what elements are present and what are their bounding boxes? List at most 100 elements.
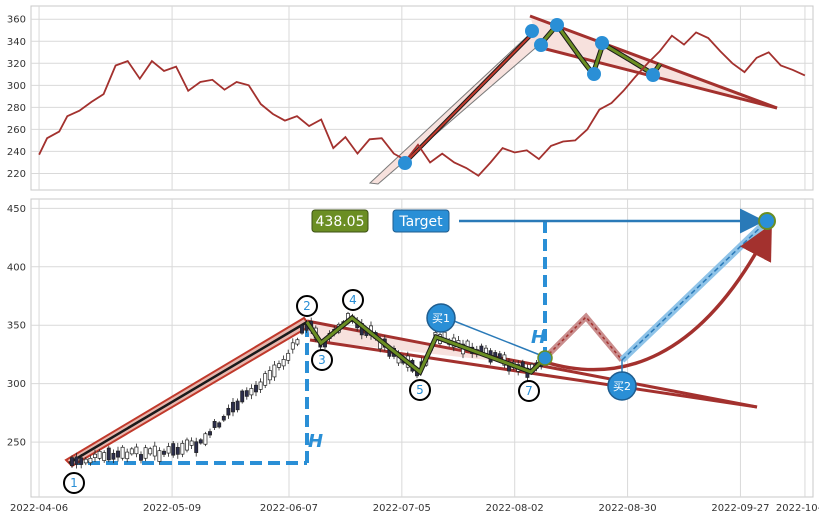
svg-text:1: 1 (70, 476, 78, 490)
top-panel-pivot-points (398, 18, 660, 170)
series-line-price (38, 31, 806, 177)
x-tick-label: 2022-06-07 (260, 503, 318, 514)
pivot-point (646, 68, 660, 82)
pivot-point (398, 156, 412, 170)
y-tick-label: 260 (7, 125, 26, 136)
target-projection-line (621, 221, 767, 361)
candle-body (74, 456, 79, 465)
candle-body (70, 457, 74, 467)
candle-body (143, 447, 148, 459)
pivot-marker-4: 4 (342, 289, 364, 311)
candle-body (286, 352, 291, 361)
pivot-point (525, 24, 539, 38)
candle-body (125, 451, 130, 460)
candle-body (272, 364, 277, 378)
pivot-marker-1: 1 (63, 472, 85, 494)
candle-body (281, 359, 286, 367)
pivot-point (587, 67, 601, 81)
y-tick-label: 280 (7, 103, 26, 114)
candle-body (129, 448, 134, 455)
candle-body (189, 440, 194, 446)
candle-body (254, 384, 258, 393)
price-label-box (311, 209, 369, 233)
y-tick-label: 220 (7, 169, 26, 180)
candle-body (93, 453, 97, 458)
candle-body (244, 390, 249, 397)
candle-body (134, 446, 139, 455)
zigzag-line (305, 316, 547, 375)
x-tick-label: 2022-10-13 (776, 503, 819, 514)
svg-text:2: 2 (303, 299, 311, 313)
y-tick-label: 240 (7, 147, 26, 158)
candle-body (203, 433, 208, 445)
candle-body (240, 390, 245, 403)
x-tick-label: 2022-05-09 (143, 503, 201, 514)
target-arc-arrow (544, 223, 772, 372)
svg-text:4: 4 (349, 293, 357, 307)
candle-body (171, 443, 176, 456)
bottom-panel-y-ticks: 250 300 350 400 450 (7, 204, 26, 449)
pivot-point (595, 36, 609, 50)
candle-body (97, 450, 102, 459)
x-tick-label: 2022-04-06 (10, 503, 68, 514)
x-tick-label: 2022-09-27 (711, 503, 769, 514)
y-tick-label: 450 (7, 204, 26, 215)
y-tick-label: 300 (7, 81, 26, 92)
candle-body (263, 373, 268, 386)
candle-body (198, 439, 203, 444)
bottom-panel-labels: 438.05 Target 买1 买2 H H 1 2 3 4 5 (63, 209, 637, 494)
y-tick-label: 300 (7, 379, 26, 390)
candle-body (226, 407, 231, 416)
y-tick-label: 320 (7, 59, 26, 70)
target-label: Target (398, 214, 443, 230)
candle-body (166, 446, 171, 454)
buy1-pointer (453, 320, 541, 356)
candle-body (185, 439, 189, 451)
candle-body (249, 388, 254, 396)
y-tick-label: 340 (7, 37, 26, 48)
pivot-point (550, 18, 564, 32)
candle-body (208, 431, 212, 436)
candle-body (111, 452, 116, 460)
triangle-lower-line (309, 338, 758, 409)
candle-body (162, 450, 166, 455)
x-tick-label: 2022-08-02 (486, 503, 544, 514)
x-tick-label: 2022-07-05 (373, 503, 431, 514)
bottom-panel-annotations (304, 208, 776, 376)
bottom-panel-x-ticks: 2022-04-06 2022-05-09 2022-06-07 2022-07-05… (10, 503, 819, 514)
pivot-marker-7: 7 (518, 380, 540, 402)
candle-body (79, 457, 84, 465)
candle-body (116, 450, 120, 458)
pivot-marker-3: 3 (311, 349, 333, 371)
top-panel-frame (30, 5, 814, 191)
candle-body (175, 447, 180, 455)
svg-text:5: 5 (416, 383, 424, 397)
rising-trend-line-overlay (404, 30, 536, 164)
projected-zigzag-dash (544, 315, 623, 361)
candle-body (479, 345, 484, 352)
y-tick-label: 400 (7, 262, 26, 273)
y-tick-label: 360 (7, 15, 26, 26)
height-label-1: H (308, 431, 323, 452)
candle-body (194, 441, 199, 453)
buy2-badge (607, 371, 637, 401)
candle-body (88, 457, 93, 464)
top-panel-grid (31, 6, 813, 190)
triangle-upper-line (529, 14, 778, 110)
candle-body (221, 415, 226, 421)
candle-body (231, 401, 235, 413)
candle-body (290, 342, 295, 350)
candle-body (152, 445, 157, 457)
candle-body (277, 363, 281, 368)
pivot-marker-2: 2 (296, 295, 318, 317)
pivot-point (534, 38, 548, 52)
candle-body (148, 448, 153, 455)
pivot-marker-5: 5 (409, 379, 431, 401)
price-label: 438.05 (316, 214, 365, 230)
x-tick-label: 2022-08-30 (599, 503, 657, 514)
buy1-label: 买1 (432, 312, 450, 325)
svg-text:7: 7 (525, 384, 533, 398)
buy2-label: 买2 (613, 380, 631, 393)
